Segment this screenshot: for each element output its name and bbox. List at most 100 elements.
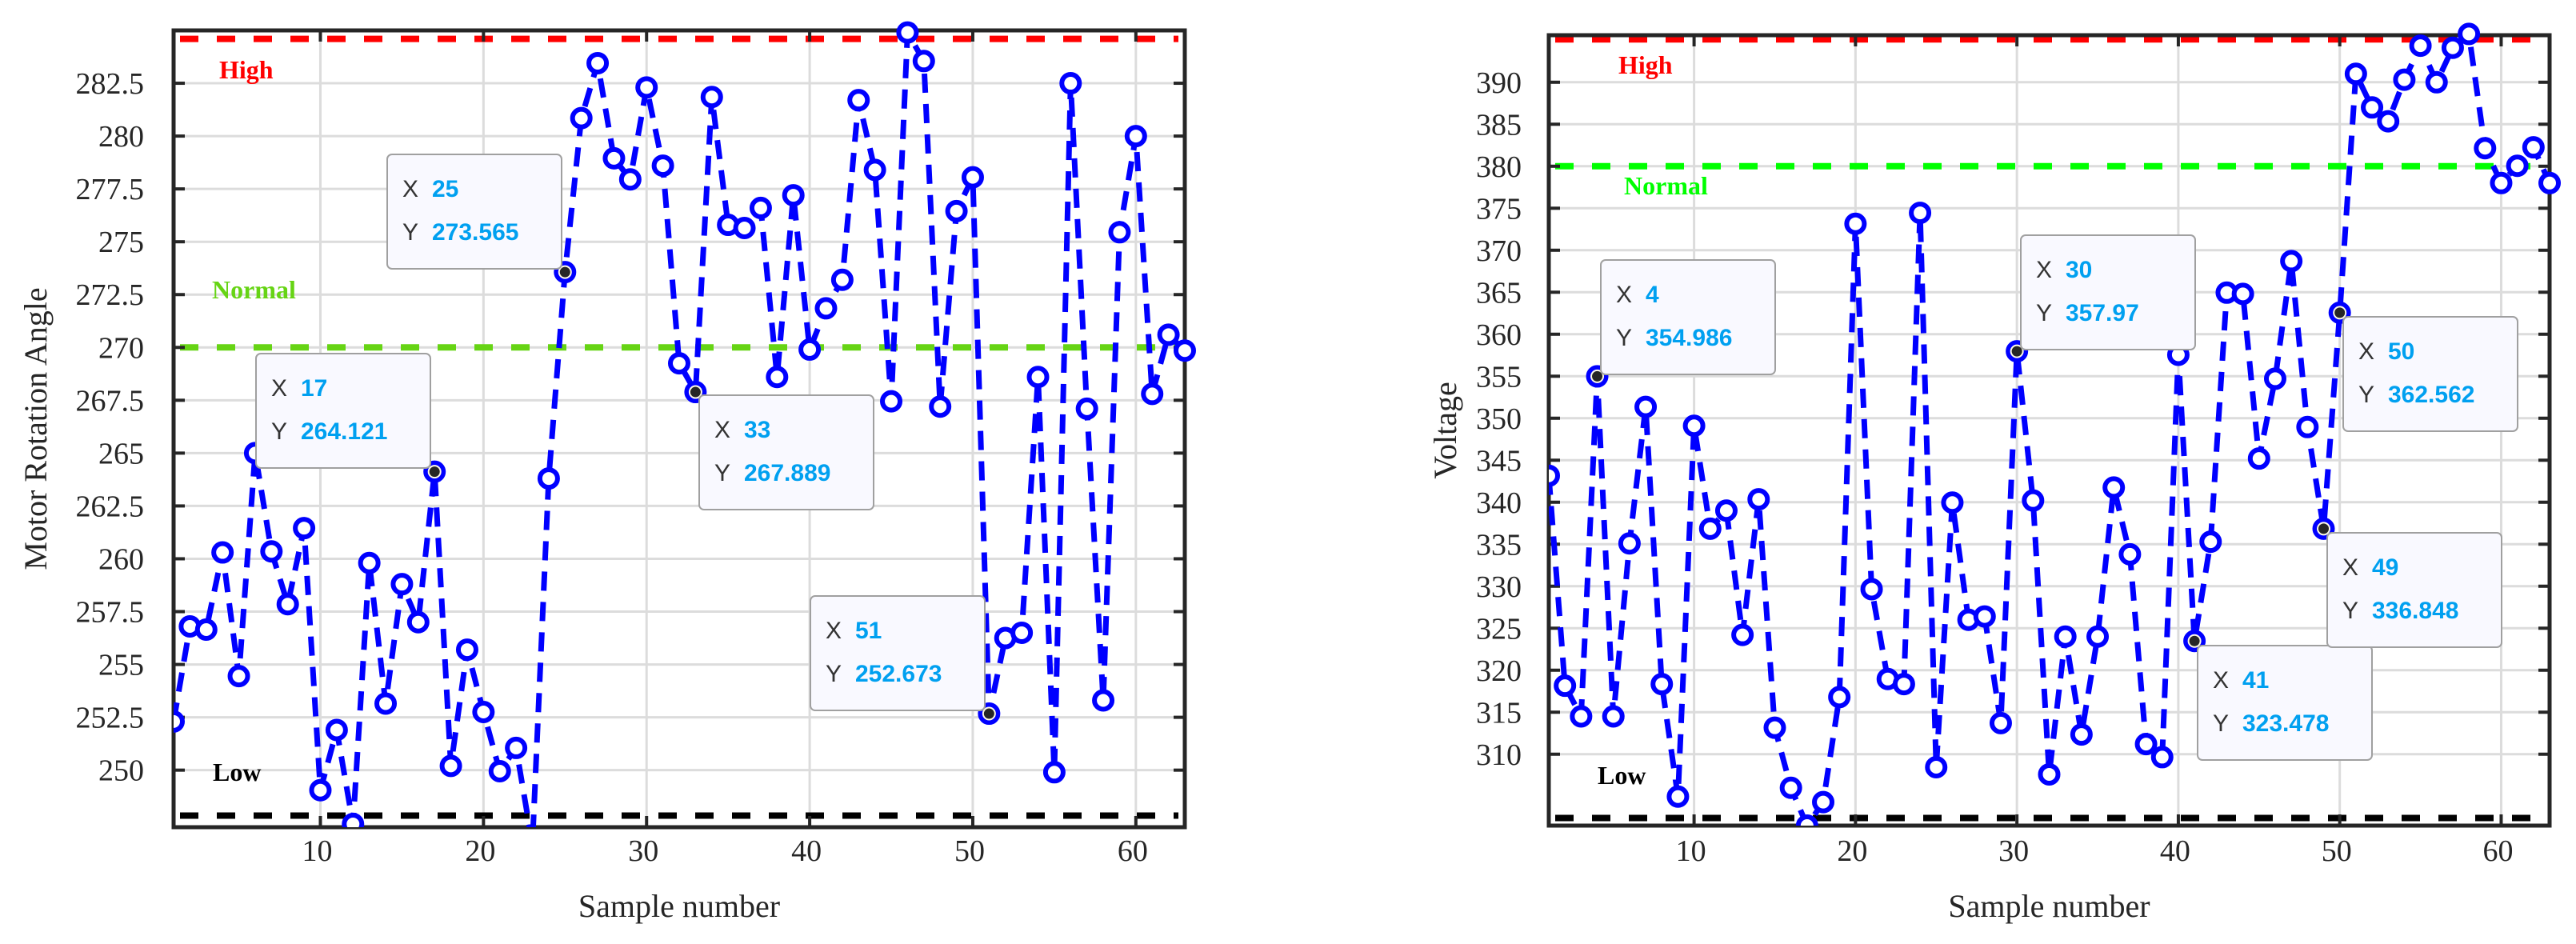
data-point (2038, 762, 2061, 786)
data-point (668, 352, 690, 375)
data-point (2409, 34, 2432, 58)
data-point (524, 835, 542, 853)
data-point (2022, 489, 2045, 512)
datatip-x-value: 17 (301, 375, 327, 402)
datatip-x-value: 25 (432, 176, 458, 202)
data-point (2490, 171, 2513, 194)
datatip-x-key: X (2036, 257, 2052, 283)
data-point (505, 736, 528, 759)
y-tick-label: 270 (98, 331, 144, 365)
data-point (1941, 491, 1964, 514)
data-point (929, 395, 952, 418)
data-point (1075, 397, 1098, 420)
data-point (309, 778, 332, 802)
data-point (439, 754, 462, 778)
data-point (1042, 761, 1066, 784)
y-tick-label: 250 (98, 754, 144, 788)
data-point (1157, 323, 1180, 346)
data-point (651, 154, 674, 178)
y-tick-label: 310 (1476, 738, 1522, 772)
threshold-label-normal: Normal (212, 275, 296, 304)
datatip-marker-dot (2189, 635, 2200, 646)
x-axis-label: Sample number (578, 888, 780, 924)
datatip-marker-dot (559, 266, 570, 278)
x-tick-label: 30 (1998, 834, 2029, 868)
x-tick-label: 60 (2482, 834, 2513, 868)
data-point (1554, 674, 1577, 698)
data-point (1795, 814, 1818, 826)
x-axis-label: Sample number (1948, 888, 2150, 924)
y-tick-label: 260 (98, 542, 144, 576)
data-point (472, 701, 495, 724)
data-point (618, 168, 642, 191)
datatip: X 41 Y 323.478 (2197, 645, 2373, 761)
datatip-x-key: X (271, 375, 287, 402)
data-point (1666, 785, 1690, 808)
y-tick-label: 267.5 (76, 384, 145, 418)
threshold-label-high: High (1618, 50, 1673, 79)
data-point (2377, 110, 2400, 133)
x-tick-label: 20 (465, 834, 495, 868)
data-point (194, 618, 218, 641)
threshold-label-normal: Normal (1624, 171, 1708, 200)
datatip-y-value: 354.986 (1646, 325, 1732, 351)
data-point (602, 146, 626, 170)
datatip-y-value: 336.848 (2372, 598, 2458, 624)
datatip-box (2326, 532, 2502, 648)
datatip-x-value: 49 (2372, 554, 2398, 581)
data-point (2280, 250, 2303, 273)
data-point (782, 184, 805, 207)
data-point (358, 551, 381, 574)
data-point (2150, 746, 2174, 769)
datatip: X 33 Y 267.889 (698, 394, 874, 510)
data-point (1650, 673, 1674, 696)
data-point (2118, 542, 2142, 566)
data-point (2247, 447, 2270, 470)
data-point (961, 166, 984, 189)
datatip-marker-dot (2318, 523, 2330, 534)
data-point (1812, 790, 1835, 814)
x-tick-label: 40 (2160, 834, 2190, 868)
data-point (1141, 382, 1164, 406)
data-point (830, 268, 854, 291)
data-point (766, 366, 789, 389)
datatip-x-value: 50 (2388, 338, 2414, 365)
data-point (733, 217, 756, 240)
data-point (749, 196, 772, 219)
threshold-label-low: Low (1598, 761, 1646, 790)
data-point (635, 76, 658, 99)
y-tick-label: 275 (98, 226, 144, 259)
y-tick-label: 345 (1476, 444, 1522, 478)
y-axis-label: Motor Rotation Angle (18, 287, 54, 570)
datatip-y-key: Y (2213, 710, 2229, 737)
datatip: X 4Y 354.986 (1600, 259, 1776, 375)
datatip: X 51 Y 252.673 (810, 595, 986, 711)
y-tick-label: 360 (1476, 318, 1522, 352)
datatip-x-key: X (714, 417, 730, 443)
datatip: X 30 Y 357.97 (2020, 234, 2196, 350)
y-tick-label: 272.5 (76, 278, 145, 312)
datatip: X 17 Y 264.121 (255, 353, 431, 469)
x-tick-label: 10 (302, 834, 332, 868)
data-point (1602, 705, 1625, 728)
data-point (2425, 70, 2448, 94)
y-tick-label: 340 (1476, 486, 1522, 520)
datatip-box (2197, 645, 2373, 761)
datatip-x-key: X (402, 176, 418, 202)
datatip-y-key: Y (2358, 382, 2374, 408)
datatip-x-key: X (2213, 667, 2229, 694)
data-point (1634, 395, 1658, 418)
y-tick-label: 350 (1476, 402, 1522, 436)
datatip-y-key: Y (2036, 300, 2052, 326)
data-point (1092, 689, 1115, 712)
datatip-y-key: Y (271, 418, 287, 445)
data-point (1892, 673, 1915, 696)
y-tick-label: 320 (1476, 654, 1522, 688)
datatip-x-key: X (2358, 338, 2374, 365)
datatip-marker-dot (983, 708, 994, 719)
datatip-y-key: Y (402, 219, 418, 246)
y-tick-label: 282.5 (76, 67, 145, 101)
datatip-marker-dot (2011, 346, 2022, 357)
data-point (1010, 621, 1034, 644)
